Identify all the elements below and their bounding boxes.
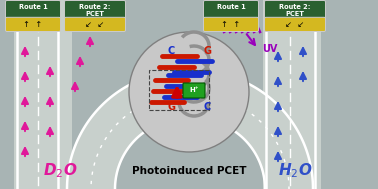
FancyBboxPatch shape bbox=[203, 17, 259, 32]
Text: UV: UV bbox=[262, 44, 277, 54]
Text: G: G bbox=[203, 46, 211, 56]
FancyBboxPatch shape bbox=[6, 1, 60, 20]
FancyBboxPatch shape bbox=[183, 83, 205, 98]
FancyBboxPatch shape bbox=[265, 17, 325, 32]
Bar bbox=[0, 0, 185, 189]
Text: H⁺: H⁺ bbox=[189, 87, 199, 93]
Text: G: G bbox=[167, 102, 175, 112]
FancyBboxPatch shape bbox=[65, 17, 125, 32]
Bar bbox=[14, 0, 72, 189]
FancyBboxPatch shape bbox=[203, 1, 259, 20]
Text: ↙  ↙: ↙ ↙ bbox=[85, 20, 105, 29]
Text: H$_2$O: H$_2$O bbox=[278, 162, 312, 180]
Text: PCET: PCET bbox=[285, 11, 305, 17]
Text: Route 2:: Route 2: bbox=[279, 4, 311, 10]
Text: ↑  ↑: ↑ ↑ bbox=[23, 20, 43, 29]
Polygon shape bbox=[195, 71, 313, 189]
Circle shape bbox=[129, 32, 249, 152]
Text: Route 1: Route 1 bbox=[217, 4, 245, 10]
Text: Photoinduced PCET: Photoinduced PCET bbox=[132, 166, 246, 176]
Text: ↑  ↑: ↑ ↑ bbox=[222, 20, 241, 29]
Text: ↙  ↙: ↙ ↙ bbox=[285, 20, 305, 29]
Bar bbox=[195, 0, 378, 189]
Bar bbox=[263, 0, 321, 189]
FancyBboxPatch shape bbox=[265, 1, 325, 20]
Text: Route 1: Route 1 bbox=[19, 4, 47, 10]
Text: Route 2:: Route 2: bbox=[79, 4, 111, 10]
Polygon shape bbox=[67, 71, 185, 189]
Text: PCET: PCET bbox=[85, 11, 104, 17]
Text: C: C bbox=[203, 102, 210, 112]
Text: C: C bbox=[167, 46, 174, 56]
FancyBboxPatch shape bbox=[6, 17, 60, 32]
FancyBboxPatch shape bbox=[65, 1, 125, 20]
Text: D$_2$O: D$_2$O bbox=[43, 162, 77, 180]
